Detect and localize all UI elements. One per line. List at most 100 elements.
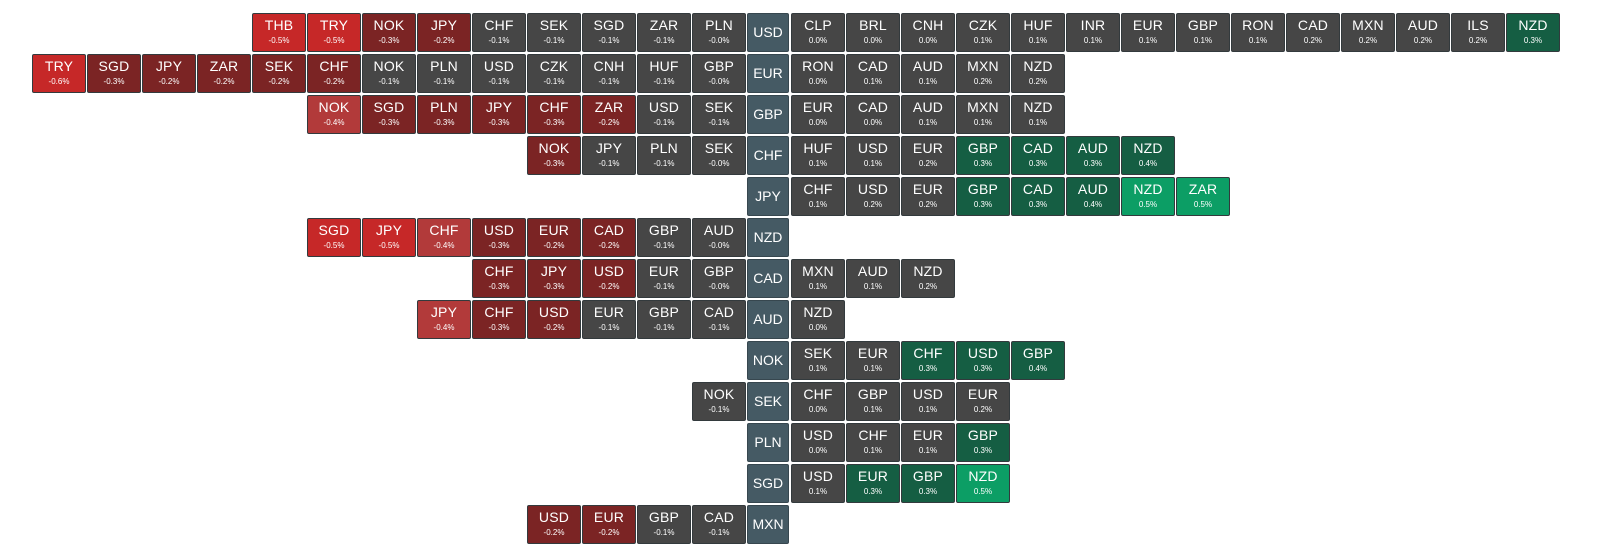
pair-cell-eur-nok[interactable]: NOK -0.1% — [362, 54, 416, 93]
pair-cell-pln-chf[interactable]: CHF 0.1% — [846, 423, 900, 462]
pair-cell-gbp-zar[interactable]: ZAR -0.2% — [582, 95, 636, 134]
pair-cell-nzd-eur[interactable]: EUR -0.2% — [527, 218, 581, 257]
pair-cell-sgd-nzd[interactable]: NZD 0.5% — [956, 464, 1010, 503]
pair-cell-gbp-sek[interactable]: SEK -0.1% — [692, 95, 746, 134]
pair-cell-usd-brl[interactable]: BRL 0.0% — [846, 13, 900, 52]
pair-cell-eur-try[interactable]: TRY -0.6% — [32, 54, 86, 93]
pair-cell-chf-pln[interactable]: PLN -0.1% — [637, 136, 691, 175]
pair-cell-usd-clp[interactable]: CLP 0.0% — [791, 13, 845, 52]
pair-cell-chf-usd[interactable]: USD 0.1% — [846, 136, 900, 175]
pair-cell-gbp-chf[interactable]: CHF -0.3% — [527, 95, 581, 134]
base-currency-chf[interactable]: CHF — [747, 136, 789, 175]
pair-cell-nzd-chf[interactable]: CHF -0.4% — [417, 218, 471, 257]
pair-cell-eur-chf[interactable]: CHF -0.2% — [307, 54, 361, 93]
pair-cell-usd-czk[interactable]: CZK 0.1% — [956, 13, 1010, 52]
pair-cell-pln-gbp[interactable]: GBP 0.3% — [956, 423, 1010, 462]
base-currency-cad[interactable]: CAD — [747, 259, 789, 298]
pair-cell-usd-sek[interactable]: SEK -0.1% — [527, 13, 581, 52]
pair-cell-mxn-usd[interactable]: USD -0.2% — [527, 505, 581, 544]
pair-cell-eur-nzd[interactable]: NZD 0.2% — [1011, 54, 1065, 93]
base-currency-nzd[interactable]: NZD — [747, 218, 789, 257]
pair-cell-usd-huf[interactable]: HUF 0.1% — [1011, 13, 1065, 52]
pair-cell-eur-pln[interactable]: PLN -0.1% — [417, 54, 471, 93]
pair-cell-cad-jpy[interactable]: JPY -0.3% — [527, 259, 581, 298]
base-currency-sek[interactable]: SEK — [747, 382, 789, 421]
pair-cell-nzd-jpy[interactable]: JPY -0.5% — [362, 218, 416, 257]
base-currency-jpy[interactable]: JPY — [747, 177, 789, 216]
pair-cell-jpy-nzd[interactable]: NZD 0.5% — [1121, 177, 1175, 216]
pair-cell-nok-gbp[interactable]: GBP 0.4% — [1011, 341, 1065, 380]
pair-cell-usd-cnh[interactable]: CNH 0.0% — [901, 13, 955, 52]
pair-cell-usd-ils[interactable]: ILS 0.2% — [1451, 13, 1505, 52]
pair-cell-aud-usd[interactable]: USD -0.2% — [527, 300, 581, 339]
pair-cell-gbp-mxn[interactable]: MXN 0.1% — [956, 95, 1010, 134]
pair-cell-sgd-usd[interactable]: USD 0.1% — [791, 464, 845, 503]
pair-cell-usd-pln[interactable]: PLN -0.0% — [692, 13, 746, 52]
pair-cell-usd-try[interactable]: TRY -0.5% — [307, 13, 361, 52]
pair-cell-usd-inr[interactable]: INR 0.1% — [1066, 13, 1120, 52]
base-currency-sgd[interactable]: SGD — [747, 464, 789, 503]
pair-cell-usd-eur[interactable]: EUR 0.1% — [1121, 13, 1175, 52]
pair-cell-usd-jpy[interactable]: JPY -0.2% — [417, 13, 471, 52]
base-currency-nok[interactable]: NOK — [747, 341, 789, 380]
pair-cell-jpy-gbp[interactable]: GBP 0.3% — [956, 177, 1010, 216]
pair-cell-usd-cad[interactable]: CAD 0.2% — [1286, 13, 1340, 52]
pair-cell-nzd-cad[interactable]: CAD -0.2% — [582, 218, 636, 257]
pair-cell-gbp-aud[interactable]: AUD 0.1% — [901, 95, 955, 134]
pair-cell-eur-zar[interactable]: ZAR -0.2% — [197, 54, 251, 93]
pair-cell-usd-sgd[interactable]: SGD -0.1% — [582, 13, 636, 52]
pair-cell-usd-thb[interactable]: THB -0.5% — [252, 13, 306, 52]
pair-cell-aud-eur[interactable]: EUR -0.1% — [582, 300, 636, 339]
pair-cell-gbp-sgd[interactable]: SGD -0.3% — [362, 95, 416, 134]
pair-cell-nok-eur[interactable]: EUR 0.1% — [846, 341, 900, 380]
pair-cell-eur-czk[interactable]: CZK -0.1% — [527, 54, 581, 93]
pair-cell-jpy-zar[interactable]: ZAR 0.5% — [1176, 177, 1230, 216]
pair-cell-sek-usd[interactable]: USD 0.1% — [901, 382, 955, 421]
pair-cell-gbp-pln[interactable]: PLN -0.3% — [417, 95, 471, 134]
pair-cell-aud-nzd[interactable]: NZD 0.0% — [791, 300, 845, 339]
base-currency-pln[interactable]: PLN — [747, 423, 789, 462]
pair-cell-eur-huf[interactable]: HUF -0.1% — [637, 54, 691, 93]
pair-cell-chf-aud[interactable]: AUD 0.3% — [1066, 136, 1120, 175]
pair-cell-sek-nok[interactable]: NOK -0.1% — [692, 382, 746, 421]
pair-cell-chf-cad[interactable]: CAD 0.3% — [1011, 136, 1065, 175]
pair-cell-nzd-usd[interactable]: USD -0.3% — [472, 218, 526, 257]
pair-cell-eur-ron[interactable]: RON 0.0% — [791, 54, 845, 93]
pair-cell-cad-nzd[interactable]: NZD 0.2% — [901, 259, 955, 298]
pair-cell-cad-mxn[interactable]: MXN 0.1% — [791, 259, 845, 298]
pair-cell-chf-eur[interactable]: EUR 0.2% — [901, 136, 955, 175]
pair-cell-aud-gbp[interactable]: GBP -0.1% — [637, 300, 691, 339]
pair-cell-mxn-gbp[interactable]: GBP -0.1% — [637, 505, 691, 544]
pair-cell-mxn-cad[interactable]: CAD -0.1% — [692, 505, 746, 544]
pair-cell-usd-aud[interactable]: AUD 0.2% — [1396, 13, 1450, 52]
pair-cell-aud-chf[interactable]: CHF -0.3% — [472, 300, 526, 339]
pair-cell-cad-aud[interactable]: AUD 0.1% — [846, 259, 900, 298]
pair-cell-nzd-gbp[interactable]: GBP -0.1% — [637, 218, 691, 257]
pair-cell-eur-jpy[interactable]: JPY -0.2% — [142, 54, 196, 93]
pair-cell-gbp-nzd[interactable]: NZD 0.1% — [1011, 95, 1065, 134]
base-currency-usd[interactable]: USD — [747, 13, 789, 52]
pair-cell-cad-usd[interactable]: USD -0.2% — [582, 259, 636, 298]
pair-cell-cad-eur[interactable]: EUR -0.1% — [637, 259, 691, 298]
pair-cell-sgd-gbp[interactable]: GBP 0.3% — [901, 464, 955, 503]
pair-cell-chf-nzd[interactable]: NZD 0.4% — [1121, 136, 1175, 175]
base-currency-mxn[interactable]: MXN — [747, 505, 789, 544]
pair-cell-chf-nok[interactable]: NOK -0.3% — [527, 136, 581, 175]
pair-cell-eur-usd[interactable]: USD -0.1% — [472, 54, 526, 93]
pair-cell-gbp-eur[interactable]: EUR 0.0% — [791, 95, 845, 134]
pair-cell-gbp-nok[interactable]: NOK -0.4% — [307, 95, 361, 134]
pair-cell-sek-gbp[interactable]: GBP 0.1% — [846, 382, 900, 421]
pair-cell-chf-jpy[interactable]: JPY -0.1% — [582, 136, 636, 175]
pair-cell-usd-nzd[interactable]: NZD 0.3% — [1506, 13, 1560, 52]
base-currency-aud[interactable]: AUD — [747, 300, 789, 339]
pair-cell-eur-sek[interactable]: SEK -0.2% — [252, 54, 306, 93]
pair-cell-chf-huf[interactable]: HUF 0.1% — [791, 136, 845, 175]
pair-cell-jpy-cad[interactable]: CAD 0.3% — [1011, 177, 1065, 216]
pair-cell-eur-gbp[interactable]: GBP -0.0% — [692, 54, 746, 93]
pair-cell-chf-gbp[interactable]: GBP 0.3% — [956, 136, 1010, 175]
pair-cell-eur-aud[interactable]: AUD 0.1% — [901, 54, 955, 93]
pair-cell-mxn-eur[interactable]: EUR -0.2% — [582, 505, 636, 544]
pair-cell-gbp-jpy[interactable]: JPY -0.3% — [472, 95, 526, 134]
pair-cell-usd-gbp[interactable]: GBP 0.1% — [1176, 13, 1230, 52]
pair-cell-gbp-usd[interactable]: USD -0.1% — [637, 95, 691, 134]
